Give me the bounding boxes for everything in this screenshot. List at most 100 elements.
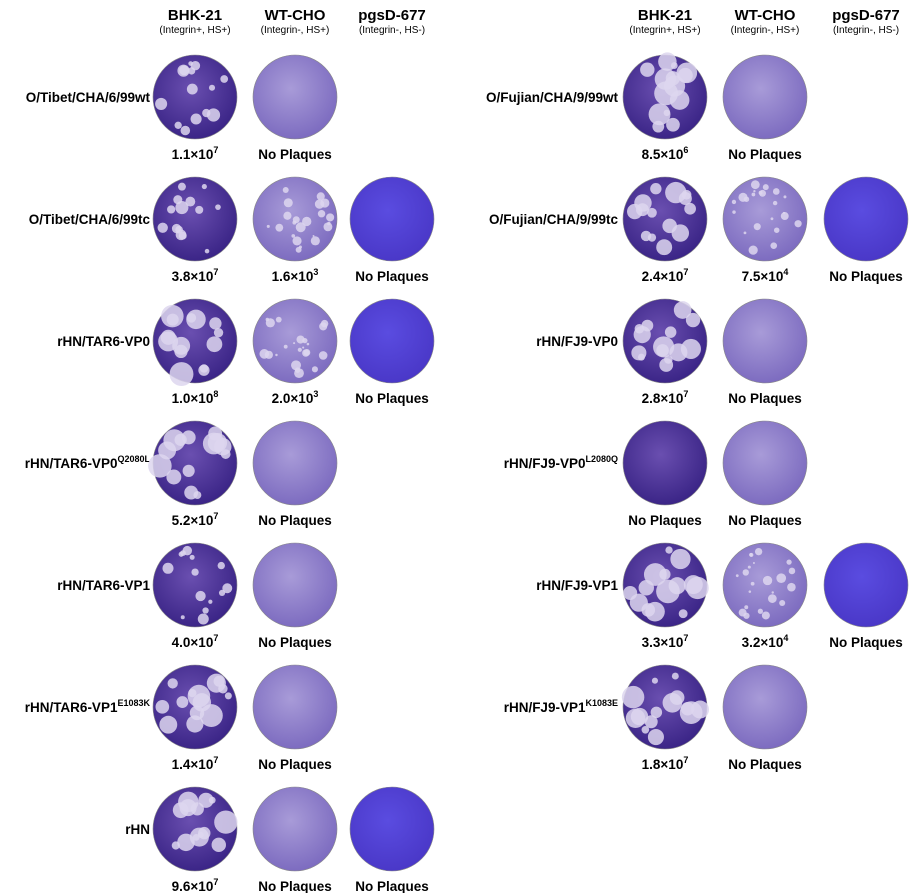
plate-dish bbox=[349, 786, 435, 872]
titer-base: 1.8×10 bbox=[642, 757, 684, 772]
titer-base: 1.6×10 bbox=[272, 269, 314, 284]
titer-base: 2.0×10 bbox=[272, 391, 314, 406]
plaque bbox=[643, 563, 667, 586]
plaque bbox=[678, 192, 692, 206]
plaque bbox=[779, 599, 786, 607]
plaque bbox=[195, 590, 206, 602]
plaque bbox=[163, 429, 186, 452]
result-text: No Plaques bbox=[258, 757, 332, 772]
plaque bbox=[159, 715, 178, 734]
titer-exponent: 3 bbox=[313, 267, 318, 277]
plaque bbox=[668, 577, 686, 595]
plaque bbox=[753, 223, 761, 231]
row-label-sup: E1083K bbox=[117, 698, 150, 708]
titer-exponent: 3 bbox=[313, 389, 318, 399]
result-text: No Plaques bbox=[258, 635, 332, 650]
plaque bbox=[743, 231, 747, 235]
plaque bbox=[770, 242, 778, 249]
plaque bbox=[753, 190, 756, 193]
plaque bbox=[669, 343, 688, 362]
plaque bbox=[759, 189, 766, 197]
plaque bbox=[666, 117, 680, 132]
result-text: No Plaques bbox=[829, 269, 903, 284]
titer-base: 1.1×10 bbox=[172, 147, 214, 162]
titer: 5.2×107 bbox=[172, 511, 219, 528]
plaque bbox=[283, 211, 292, 220]
plaque bbox=[198, 364, 210, 376]
plaque bbox=[292, 216, 300, 224]
plaque bbox=[208, 84, 216, 91]
plaque bbox=[634, 194, 652, 212]
plate bbox=[152, 542, 238, 628]
plaque bbox=[652, 120, 665, 133]
row-label-sup: L2080Q bbox=[585, 454, 618, 464]
plaque bbox=[318, 351, 328, 360]
plaque bbox=[217, 561, 225, 570]
plaque bbox=[794, 220, 802, 228]
titer: 1.8×107 bbox=[642, 755, 689, 772]
plaque bbox=[208, 796, 216, 804]
plate-dish bbox=[722, 420, 808, 506]
titer-exponent: 7 bbox=[683, 267, 688, 277]
plate bbox=[252, 54, 338, 140]
plate bbox=[622, 298, 708, 384]
column-header: BHK-21 bbox=[168, 7, 222, 24]
plate bbox=[722, 542, 808, 628]
plaque bbox=[772, 188, 780, 195]
plaque bbox=[172, 336, 191, 355]
plaque bbox=[202, 432, 225, 455]
plaque bbox=[731, 199, 737, 205]
titer-base: 9.6×10 bbox=[172, 879, 214, 893]
plaque bbox=[177, 182, 186, 191]
plaque bbox=[155, 97, 168, 110]
titer: 3.3×107 bbox=[642, 633, 689, 650]
plaque bbox=[189, 705, 205, 721]
plate bbox=[722, 664, 808, 750]
column-note: (Integrin-, HS+) bbox=[731, 25, 800, 36]
plate bbox=[252, 420, 338, 506]
plate bbox=[722, 54, 808, 140]
row-label: rHN/FJ9-VP0 bbox=[536, 334, 618, 349]
plaque bbox=[771, 591, 774, 594]
plaque bbox=[275, 223, 284, 232]
plaque bbox=[302, 216, 312, 227]
plate-dish bbox=[722, 54, 808, 140]
plaque bbox=[222, 583, 233, 594]
plaque bbox=[162, 562, 174, 574]
plate-dish bbox=[152, 176, 238, 262]
plaque bbox=[647, 728, 664, 746]
titer: 4.0×107 bbox=[172, 633, 219, 650]
plaque bbox=[641, 726, 650, 734]
row-label-text: O/Fujian/CHA/9/99tc bbox=[489, 212, 619, 227]
plaque bbox=[295, 246, 302, 253]
plaque bbox=[174, 121, 182, 129]
row-label-sup: Q2080L bbox=[117, 454, 150, 464]
plate bbox=[349, 786, 435, 872]
titer: 2.0×103 bbox=[272, 389, 319, 406]
plaque bbox=[294, 368, 304, 378]
titer-exponent: 7 bbox=[213, 267, 218, 277]
plaque bbox=[283, 344, 288, 349]
plaque bbox=[224, 692, 232, 700]
column-note: (Integrin-, HS-) bbox=[833, 25, 899, 36]
titer-exponent: 4 bbox=[783, 633, 788, 643]
plaque bbox=[651, 677, 658, 684]
titer-base: 1.4×10 bbox=[172, 757, 214, 772]
row-label-text: rHN/TAR6-VP1 bbox=[57, 578, 150, 593]
plaque bbox=[189, 554, 195, 560]
titer: 3.8×107 bbox=[172, 267, 219, 284]
plaque bbox=[770, 217, 774, 221]
plaque bbox=[169, 362, 194, 387]
titer-base: 4.0×10 bbox=[172, 635, 214, 650]
plaque bbox=[197, 831, 204, 838]
row-label: rHN/TAR6-VP0 bbox=[57, 334, 150, 349]
plaque bbox=[186, 83, 198, 95]
plaque bbox=[761, 611, 770, 620]
column-header: pgsD-677 bbox=[832, 7, 900, 24]
plaque bbox=[673, 301, 692, 319]
plate bbox=[722, 298, 808, 384]
plate-dish bbox=[722, 664, 808, 750]
titer: 9.6×107 bbox=[172, 877, 219, 893]
titer-exponent: 7 bbox=[683, 389, 688, 399]
plaque bbox=[202, 108, 211, 118]
